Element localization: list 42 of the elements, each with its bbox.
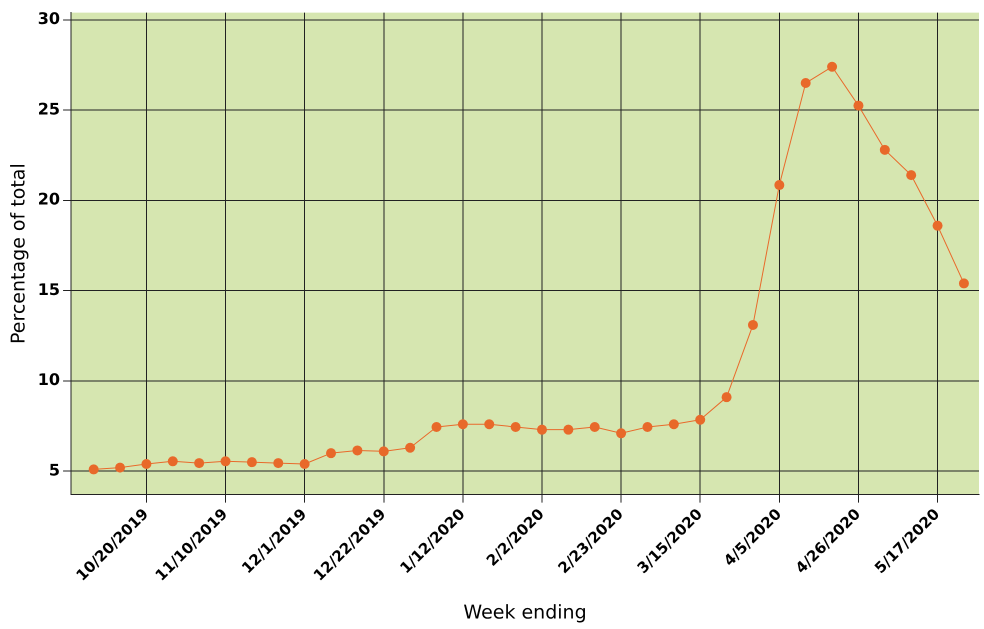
point [748,320,758,330]
point [774,180,784,190]
point [590,422,600,432]
point [246,457,257,468]
y-tick-label: 5 [48,460,60,480]
point [458,419,468,430]
point [432,422,442,432]
y-tick-label: 30 [38,8,60,28]
point [378,446,389,456]
point [194,458,204,468]
point [800,78,811,88]
y-tick-label: 20 [38,190,60,209]
point [722,392,732,402]
point [352,445,362,456]
point [88,464,99,474]
y-tick-label: 10 [38,370,60,390]
point [510,422,521,432]
point [906,170,916,180]
point [484,419,494,430]
point [563,424,574,435]
point [958,278,969,288]
point [668,419,679,430]
point [273,458,284,468]
point [616,428,626,438]
point [536,424,547,435]
point [827,62,838,72]
point [880,144,890,155]
point [853,100,864,111]
point [220,456,231,466]
point [642,422,652,432]
point [326,448,336,458]
point [405,442,416,453]
y-tick-label: 15 [38,280,60,299]
point [141,458,152,469]
y-axis-title: Percentage of total [7,163,30,344]
y-tick-label: 25 [38,99,60,118]
point [932,220,943,231]
point [300,458,310,469]
point [695,414,706,425]
point [115,462,126,473]
x-axis-title: Week ending [463,602,587,624]
point [168,456,178,466]
